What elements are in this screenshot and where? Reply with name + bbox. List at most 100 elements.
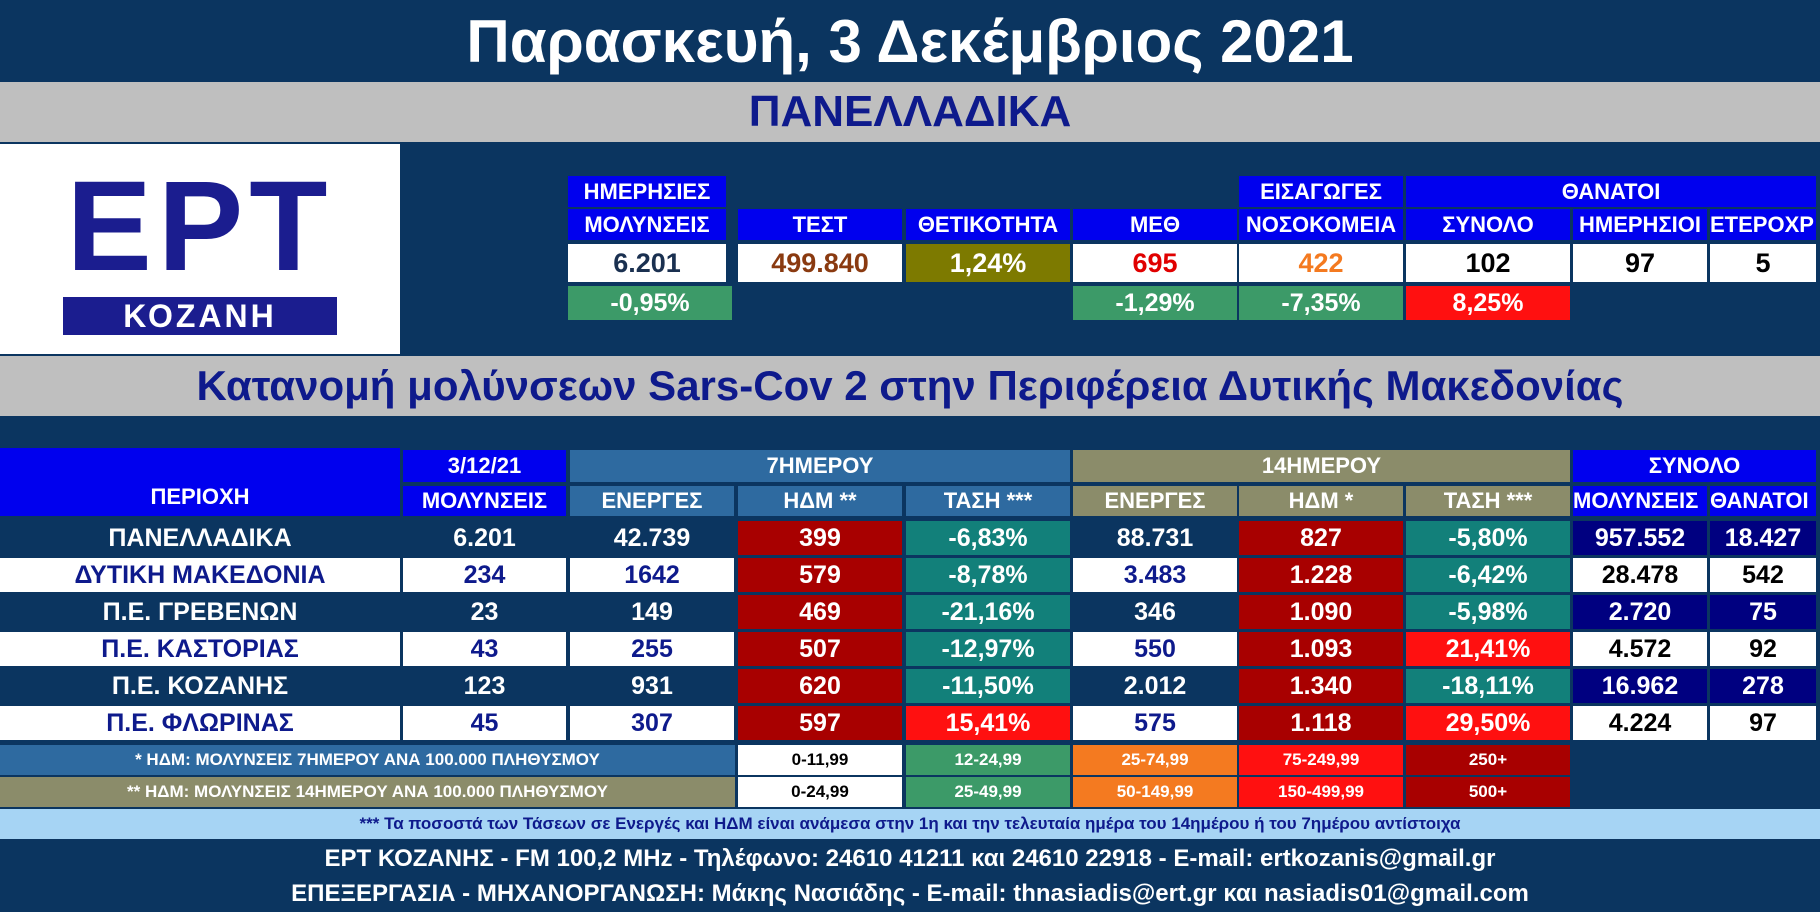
cell-active14: 3.483 [1073, 558, 1237, 592]
cell-hdm14: 1.090 [1239, 595, 1403, 629]
cell-total-deaths: 278 [1710, 669, 1816, 703]
legend-range: 25-74,99 [1073, 745, 1237, 775]
th-hdm7: ΗΔΜ ** [738, 486, 902, 516]
cell-name: ΔΥΤΙΚΗ ΜΑΚΕΔΟΝΙΑ [0, 558, 400, 592]
cell-total-deaths: 92 [1710, 632, 1816, 666]
cell-total-inf: 4.572 [1573, 632, 1707, 666]
region-title: Κατανομή μολύνσεων Sars-Cov 2 στην Περιφ… [0, 356, 1820, 416]
cell-name: ΠΑΝΕΛΛΑΔΙΚΑ [0, 521, 400, 555]
cell-total-deaths: 18.427 [1710, 521, 1816, 555]
cell-trend14: -18,11% [1406, 669, 1570, 703]
value-tests: 499.840 [738, 244, 902, 282]
th-area: ΠΕΡΙΟΧΗ [0, 448, 400, 516]
cell-total-inf: 28.478 [1573, 558, 1707, 592]
th-total: ΣΥΝΟΛΟ [1573, 450, 1816, 482]
th-active14: ΕΝΕΡΓΕΣ [1073, 486, 1237, 516]
th-fortnight: 14ΗΜΕΡΟΥ [1073, 450, 1570, 482]
cell-total-deaths: 75 [1710, 595, 1816, 629]
change-deaths-total: 8,25% [1406, 286, 1570, 320]
cell-trend14: -6,42% [1406, 558, 1570, 592]
cell-active14: 88.731 [1073, 521, 1237, 555]
cell-active7: 149 [570, 595, 734, 629]
cell-total-inf: 957.552 [1573, 521, 1707, 555]
cell-name: Π.Ε. ΦΛΩΡΙΝΑΣ [0, 706, 400, 740]
header-daily-line1: ΗΜΕΡΗΣΙΕΣ [568, 176, 726, 207]
cell-name: Π.Ε. ΚΟΖΑΝΗΣ [0, 669, 400, 703]
cell-trend7: -21,16% [906, 595, 1070, 629]
change-admissions: -7,35% [1239, 286, 1403, 320]
cell-active7: 307 [570, 706, 734, 740]
cell-total-inf: 16.962 [1573, 669, 1707, 703]
legend-row1-label: * ΗΔΜ: ΜΟΛΥΝΣΕΙΣ 7ΗΜΕΡΟΥ ΑΝΑ 100.000 ΠΛΗ… [0, 745, 735, 775]
cell-hdm14: 1.228 [1239, 558, 1403, 592]
cell-hdm7: 507 [738, 632, 902, 666]
header-deaths-group: ΘΑΝΑΤΟΙ [1406, 176, 1816, 207]
header-deaths-retro: ΕΤΕΡΟΧΡ [1710, 209, 1816, 240]
change-icu: -1,29% [1073, 286, 1237, 320]
cell-trend7: 15,41% [906, 706, 1070, 740]
cell-active7: 255 [570, 632, 734, 666]
value-deaths-daily: 97 [1573, 244, 1707, 282]
th-trend7: ΤΑΣΗ *** [906, 486, 1070, 516]
th-week: 7ΗΜΕΡΟΥ [570, 450, 1070, 482]
cell-active7: 931 [570, 669, 734, 703]
legend-range: 12-24,99 [906, 745, 1070, 775]
change-daily: -0,95% [568, 286, 732, 320]
cell-hdm7: 469 [738, 595, 902, 629]
legend-range: 50-149,99 [1073, 777, 1237, 807]
legend-range: 0-24,99 [738, 777, 902, 807]
cell-active14: 550 [1073, 632, 1237, 666]
footer-contact: ΕΡΤ ΚΟΖΑΝΗΣ - FM 100,2 MHz - Τηλέφωνο: 2… [324, 845, 1496, 872]
cell-trend14: -5,98% [1406, 595, 1570, 629]
cell-total-deaths: 97 [1710, 706, 1816, 740]
logo-city: ΚΟΖΑΝΗ [63, 297, 337, 335]
header-admissions-line2: ΝΟΣΟΚΟΜΕΙΑ [1239, 209, 1403, 240]
date-title: Παρασκευή, 3 Δεκέμβριος 2021 [466, 7, 1354, 75]
national-title: ΠΑΝΕΛΛΑΔΙΚΑ [0, 82, 1820, 142]
legend-row2-label: ** ΗΔΜ: ΜΟΛΥΝΣΕΙΣ 14ΗΜΕΡΟΥ ΑΝΑ 100.000 Π… [0, 777, 735, 807]
th-total-infections: ΜΟΛΥΝΣΕΙΣ [1573, 486, 1707, 516]
th-date: 3/12/21 [403, 450, 566, 482]
footer-credits: ΕΠΕΞΕΡΓΑΣΙΑ - ΜΗΧΑΝΟΡΓΑΝΩΣΗ: Μάκης Νασιά… [291, 880, 1529, 907]
cell-hdm14: 1.093 [1239, 632, 1403, 666]
value-positivity: 1,24% [906, 244, 1070, 282]
cell-active14: 575 [1073, 706, 1237, 740]
cell-trend14: 21,41% [1406, 632, 1570, 666]
cell-trend7: -12,97% [906, 632, 1070, 666]
cell-infections: 234 [403, 558, 566, 592]
value-daily: 6.201 [568, 244, 726, 282]
legend-range: 75-249,99 [1239, 745, 1403, 775]
legend-range: 150-499,99 [1239, 777, 1403, 807]
header-tests: ΤΕΣΤ [738, 209, 902, 240]
cell-active7: 42.739 [570, 521, 734, 555]
cell-infections: 43 [403, 632, 566, 666]
cell-name: Π.Ε. ΚΑΣΤΟΡΙΑΣ [0, 632, 400, 666]
legend-range: 250+ [1406, 745, 1570, 775]
cell-active14: 2.012 [1073, 669, 1237, 703]
cell-trend7: -6,83% [906, 521, 1070, 555]
cell-total-inf: 2.720 [1573, 595, 1707, 629]
cell-infections: 123 [403, 669, 566, 703]
cell-hdm7: 399 [738, 521, 902, 555]
cell-infections: 45 [403, 706, 566, 740]
cell-total-inf: 4.224 [1573, 706, 1707, 740]
value-admissions: 422 [1239, 244, 1403, 282]
value-deaths-total: 102 [1406, 244, 1570, 282]
cell-hdm14: 827 [1239, 521, 1403, 555]
value-deaths-retro: 5 [1710, 244, 1816, 282]
th-total-deaths: ΘΑΝΑΤΟΙ [1710, 486, 1816, 516]
th-hdm14: ΗΔΜ * [1239, 486, 1403, 516]
legend-range: 0-11,99 [738, 745, 902, 775]
trend-footnote: *** Τα ποσοστά των Τάσεων σε Ενεργές και… [0, 809, 1820, 839]
cell-active7: 1642 [570, 558, 734, 592]
cell-infections: 23 [403, 595, 566, 629]
cell-active14: 346 [1073, 595, 1237, 629]
header-deaths-total: ΣΥΝΟΛΟ [1406, 209, 1570, 240]
cell-infections: 6.201 [403, 521, 566, 555]
cell-trend14: 29,50% [1406, 706, 1570, 740]
header-daily-line2: ΜΟΛΥΝΣΕΙΣ [568, 209, 726, 240]
cell-hdm7: 597 [738, 706, 902, 740]
ert-logo: ΕΡΤ ΚΟΖΑΝΗ [0, 144, 400, 354]
cell-hdm7: 579 [738, 558, 902, 592]
